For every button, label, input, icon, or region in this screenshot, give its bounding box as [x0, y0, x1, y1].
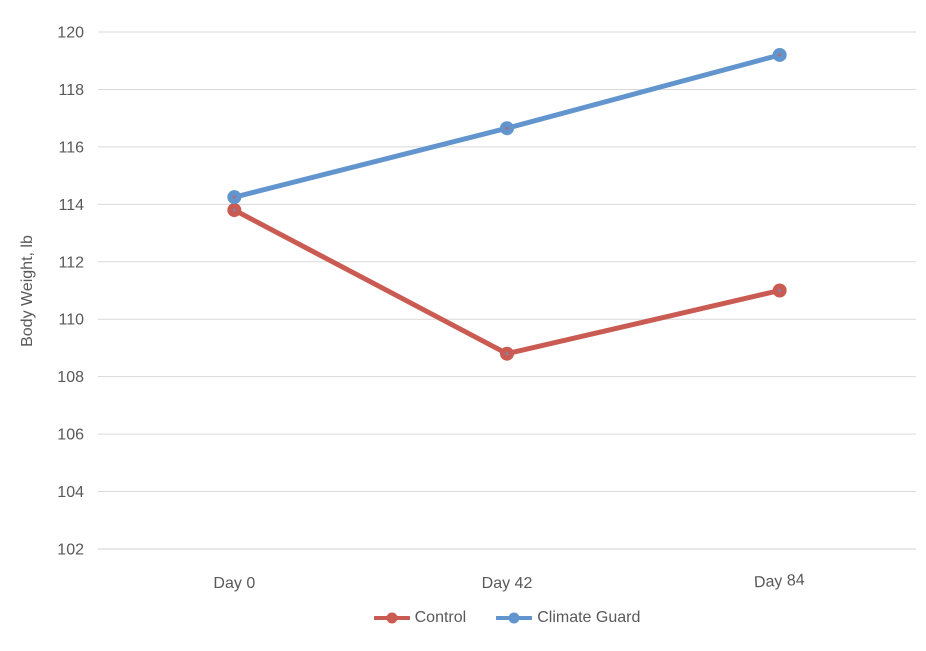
legend-marker-icon	[373, 612, 410, 624]
y-tick-label: 112	[58, 254, 84, 271]
y-tick-label: 114	[58, 197, 84, 214]
legend: Control Climate Guard	[98, 606, 916, 630]
y-axis-title: Body Weight, lb	[19, 235, 36, 347]
y-tick-label: 110	[58, 312, 84, 329]
x-tick-label: Day 0	[213, 575, 255, 592]
y-tick-label: 104	[57, 484, 84, 501]
data-point-center-dot	[778, 289, 782, 292]
data-point-center-dot	[505, 126, 509, 130]
series-line-control	[231, 207, 783, 357]
y-tick-label: 108	[57, 369, 84, 386]
legend-item-climate-guard: Climate Guard	[496, 609, 640, 627]
legend-label: Climate Guard	[537, 609, 641, 626]
data-point-center-dot	[232, 208, 236, 212]
legend-marker-icon	[496, 612, 533, 624]
y-tick-label: 102	[57, 542, 84, 559]
y-tick-label: 120	[57, 25, 84, 42]
y-tick-label: 106	[57, 427, 84, 444]
legend-label: Control	[414, 609, 467, 626]
y-tick-label: 118	[58, 82, 84, 99]
data-point-center-dot	[505, 352, 509, 356]
x-tick-label: Day 42	[482, 575, 533, 592]
data-point-center-dot	[778, 53, 782, 57]
x-tick-label: Day 84	[754, 572, 806, 592]
y-tick-label: 116	[58, 139, 84, 156]
legend-item-control: Control	[373, 609, 467, 627]
data-point-center-dot	[232, 195, 236, 199]
